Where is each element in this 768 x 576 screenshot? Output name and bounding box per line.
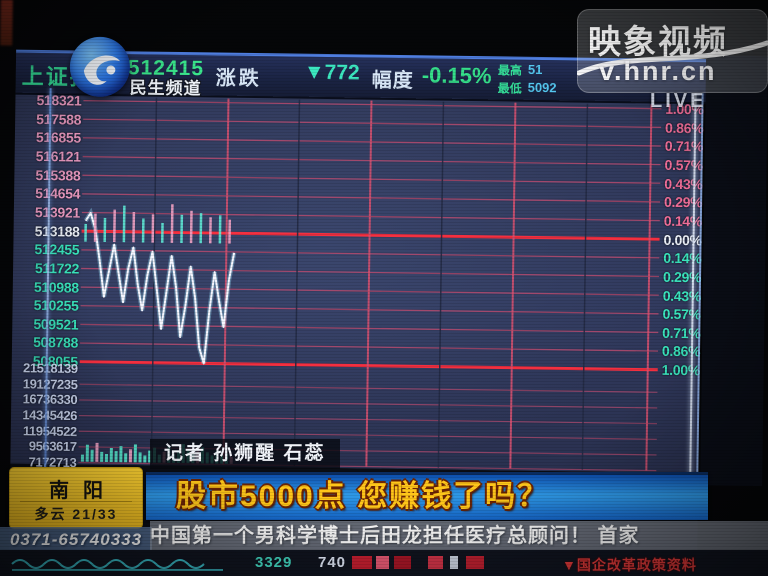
station-watermark: 映象视频 v.hnr.cn [577, 9, 768, 93]
ticker-block [450, 556, 458, 569]
reporter-caption: 记者 孙狮醒 石蕊 [150, 439, 340, 469]
ticker-number-2: 740 [318, 554, 347, 571]
weather-divider [20, 501, 132, 502]
stock-ticker-strip: 3329 740 ▼国企改革政策资料 [0, 550, 768, 576]
logo-swoosh-icon [83, 55, 120, 85]
ticker-glyphs-icon [11, 559, 223, 571]
live-badge: LIVE [650, 90, 707, 112]
watermark-url-text: v.hnr.cn [599, 56, 717, 86]
ticker-block [394, 556, 411, 569]
headline-bar: 股市5000点 您赚钱了吗？ [146, 472, 708, 520]
ticker-block [352, 556, 372, 569]
weather-forecast-label: 多云 21/33 [34, 506, 118, 522]
headline-text: 股市5000点 您赚钱了吗？ [176, 480, 550, 513]
ticker-block [428, 556, 443, 569]
weather-panel: 南阳 多云 21/33 [9, 467, 143, 529]
news-ticker: 中国第一个男科学博士后田龙担任医疗总顾问！ 首家 [150, 521, 768, 551]
ticker-red-text: ▼国企改革政策资料 [562, 557, 697, 573]
ticker-block [376, 556, 389, 569]
channel-logo-icon [69, 36, 131, 98]
ticker-number-1: 3329 [255, 554, 293, 571]
channel-name-label: 民生频道 [129, 78, 202, 99]
weather-city-label: 南阳 [49, 480, 117, 502]
ticker-block [466, 556, 484, 569]
